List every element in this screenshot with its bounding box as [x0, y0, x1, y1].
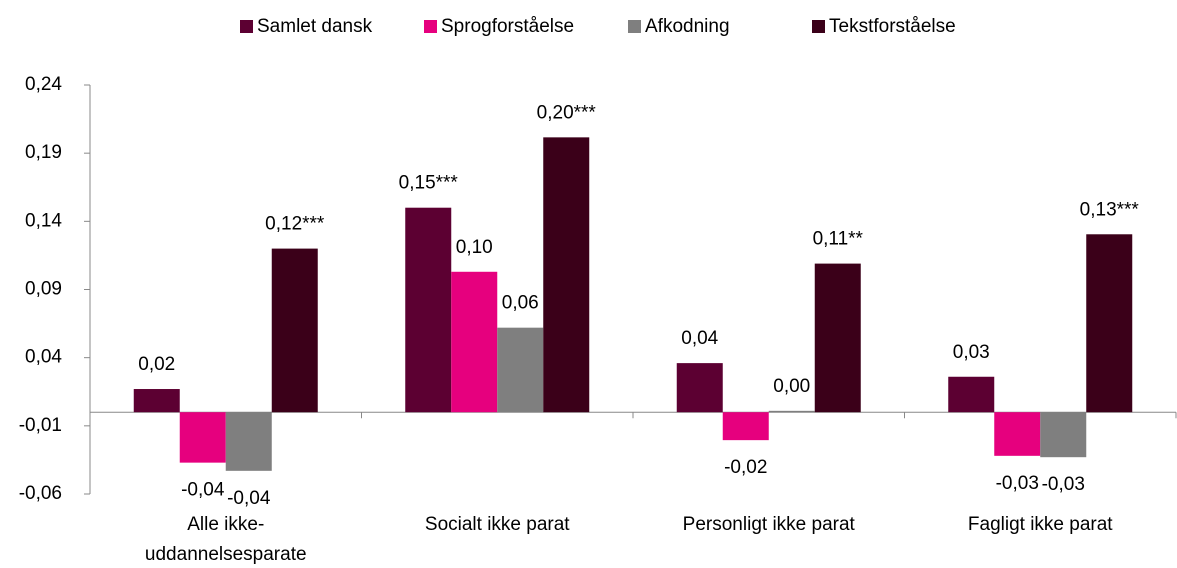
- legend-swatch: [628, 20, 641, 33]
- legend-label: Afkodning: [645, 16, 730, 37]
- bar: [543, 137, 590, 413]
- bar: [271, 248, 318, 413]
- value-label: -0,03: [1042, 474, 1085, 495]
- y-tick-label: 0,19: [25, 142, 62, 163]
- bar: [405, 207, 452, 413]
- value-label: 0,06: [502, 293, 539, 314]
- value-label: 0,04: [681, 328, 718, 349]
- value-label: 0,03: [953, 342, 990, 363]
- y-tick-label: 0,24: [25, 74, 62, 95]
- x-tick-label: Alle ikke-uddannelsesparate: [145, 514, 307, 565]
- bar: [948, 376, 995, 413]
- value-label: 0,10: [456, 237, 493, 258]
- legend-label: Sprogforståelse: [441, 16, 574, 37]
- value-label: 0,15***: [399, 173, 459, 194]
- value-label: -0,04: [181, 480, 225, 501]
- bar: [133, 389, 180, 413]
- y-tick-label: -0,06: [19, 483, 62, 504]
- bar: [768, 410, 815, 413]
- value-label: 0,13***: [1080, 199, 1140, 220]
- x-tick-label: Socialt ikke parat: [425, 514, 570, 535]
- value-label: 0,12***: [265, 214, 325, 235]
- legend-swatch: [812, 20, 825, 33]
- y-tick-label: 0,09: [25, 279, 62, 300]
- bar: [497, 327, 544, 413]
- value-label: 0,20***: [537, 102, 597, 123]
- value-label: 0,11**: [813, 229, 864, 250]
- bar: [676, 363, 723, 413]
- bar: [994, 412, 1041, 456]
- bar: [225, 412, 272, 471]
- bar: [1040, 412, 1087, 458]
- legend-label: Tekstforståelse: [829, 16, 956, 37]
- bar: [179, 412, 226, 463]
- y-tick-label: 0,04: [25, 347, 62, 368]
- legend-label: Samlet dansk: [257, 16, 373, 37]
- value-label: 0,00: [773, 376, 810, 397]
- legend-swatch: [424, 20, 437, 33]
- value-label: -0,03: [996, 473, 1039, 494]
- x-tick-label: Personligt ikke parat: [683, 514, 856, 535]
- value-label: 0,02: [138, 354, 175, 375]
- bar: [814, 263, 861, 413]
- value-label: -0,04: [227, 488, 271, 509]
- value-label: -0,02: [724, 457, 767, 478]
- legend-swatch: [240, 20, 253, 33]
- bar: [722, 412, 769, 441]
- bar: [451, 271, 498, 413]
- y-tick-label: 0,14: [25, 210, 62, 231]
- y-tick-label: -0,01: [19, 415, 62, 436]
- x-tick-label: Fagligt ikke parat: [968, 514, 1113, 535]
- bar: [1086, 234, 1133, 413]
